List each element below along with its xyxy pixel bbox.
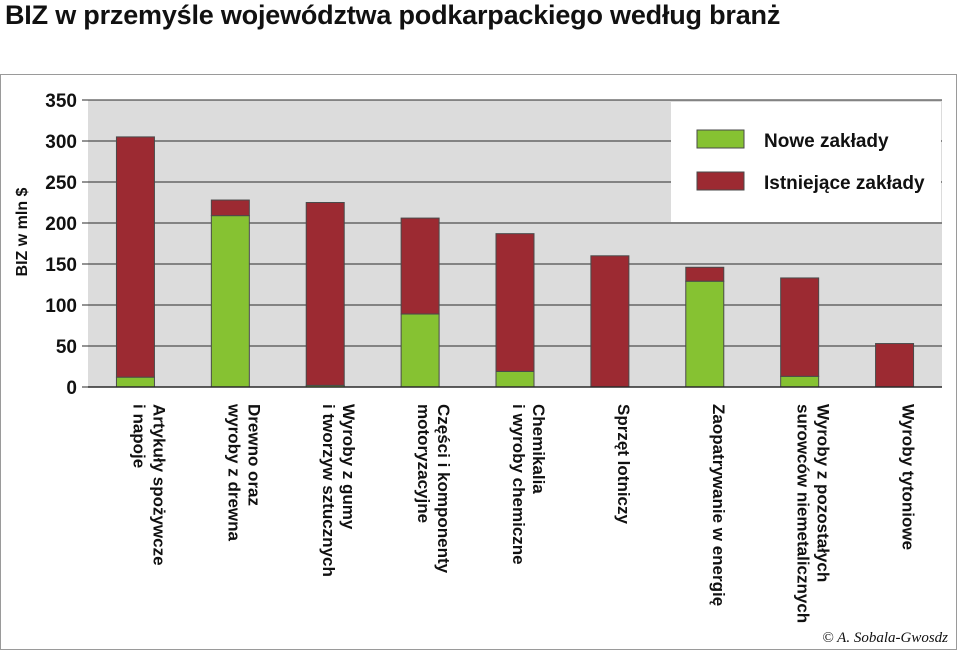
y-tick-label: 350 [45, 91, 77, 112]
x-category-label: Chemikalia [529, 404, 548, 494]
y-tick-label: 100 [45, 296, 77, 317]
bar-segment-existing-plants [400, 217, 440, 315]
x-category-label: i tworzyw sztucznych [319, 404, 338, 577]
bar-segment-new-plants [400, 313, 440, 388]
x-category-label: i wyroby chemiczne [509, 404, 528, 565]
y-tick-label: 150 [45, 255, 77, 276]
x-category-label: surowców niemetalicznych [794, 404, 813, 623]
bar-segment-existing-plants [685, 266, 725, 282]
legend-label-new-plants: Nowe zakłady [764, 131, 889, 152]
chart-title: BIZ w przemyśle województwa podkarpackie… [5, 0, 781, 30]
legend-swatch-new-plants [696, 129, 745, 149]
y-axis-title: BIZ w mln $ [14, 187, 31, 276]
bar-segment-new-plants [495, 370, 535, 388]
bar-segment-new-plants [780, 375, 820, 388]
x-category-label: Wyroby z gumy [339, 404, 358, 530]
bar-segment-existing-plants [495, 233, 535, 372]
bar-segment-existing-plants [210, 199, 250, 217]
bar-segment-existing-plants [780, 277, 820, 377]
x-category-label: Sprzęt lotniczy [614, 404, 633, 525]
bar-segment-existing-plants [115, 136, 155, 378]
bar-segment-new-plants [210, 215, 250, 388]
y-tick-label: 50 [56, 337, 77, 358]
bar-segment-existing-plants [305, 202, 345, 386]
legend-box [671, 102, 941, 222]
x-category-label: wyroby z drewna [224, 403, 243, 542]
x-category-label: Wyroby z pozostałych [814, 404, 833, 582]
x-category-label: motoryzacyjne [414, 404, 433, 523]
bar-segment-new-plants [115, 376, 155, 388]
y-tick-label: 300 [45, 132, 77, 153]
x-category-label: Wyroby tytoniowe [899, 404, 918, 550]
chart-frame [0, 74, 957, 650]
y-tick-label: 200 [45, 214, 77, 235]
x-category-label: Drewno oraz [244, 404, 263, 506]
x-category-label: Artykuły spożywcze [149, 404, 168, 566]
author-credit: © A. Sobala-Gwosdz [822, 630, 948, 646]
x-category-label: Zaopatrywanie w energię [709, 404, 728, 606]
y-tick-label: 0 [66, 378, 77, 399]
bar-segment-new-plants [685, 280, 725, 388]
legend-label-existing-plants: Istniejące zakłady [764, 173, 925, 194]
legend-swatch-existing-plants [696, 171, 745, 191]
x-category-label: i napoje [129, 404, 148, 468]
bar-segment-existing-plants [590, 255, 630, 388]
y-tick-label: 250 [45, 173, 77, 194]
x-category-label: Części i komponenty [434, 404, 453, 574]
bar-segment-existing-plants [875, 343, 915, 388]
